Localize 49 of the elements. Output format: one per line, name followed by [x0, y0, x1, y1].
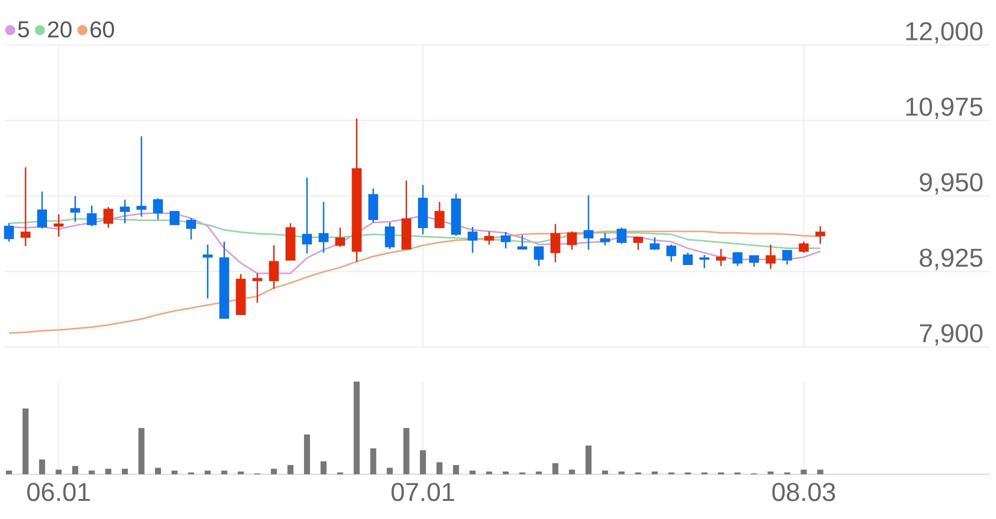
bar [270, 468, 277, 474]
legend-label: 20 [48, 21, 72, 38]
bar [552, 463, 558, 474]
bar [768, 472, 774, 474]
bar [568, 470, 575, 474]
bar [238, 472, 244, 474]
bar [502, 472, 509, 474]
bar [800, 470, 807, 474]
y-tick-label: 12,000 [906, 22, 982, 44]
bar [172, 470, 178, 474]
bar [420, 450, 426, 474]
bar [354, 382, 360, 474]
x-tick-label: 08.03 [772, 482, 835, 502]
bar [22, 408, 29, 474]
x-tick-label: 07.01 [392, 482, 454, 502]
bar [403, 428, 410, 474]
y-tick-label: 7,900 [920, 324, 982, 346]
legend-label: 60 [90, 21, 114, 38]
bar [436, 462, 442, 474]
bar [386, 468, 393, 474]
bar [602, 470, 608, 474]
bar [72, 466, 78, 474]
bar [486, 472, 492, 474]
bar [817, 470, 824, 474]
bar [304, 434, 310, 474]
bar [204, 470, 211, 474]
bar [370, 448, 376, 474]
bar [585, 446, 592, 474]
y-tick-label: 9,950 [920, 173, 982, 194]
bar [453, 465, 460, 474]
bar [122, 468, 128, 474]
bar [470, 470, 476, 474]
bar [320, 461, 327, 474]
bar [287, 465, 294, 474]
bar [618, 472, 625, 474]
bar [221, 470, 228, 474]
y-tick-label: 8,925 [920, 248, 982, 270]
bar [154, 468, 161, 474]
bar [39, 459, 46, 474]
y-tick-label: 10,975 [906, 98, 982, 119]
bar [6, 470, 12, 474]
bar [536, 472, 542, 474]
bar [138, 428, 144, 474]
bar [652, 472, 658, 474]
x-tick-label: 06.01 [27, 482, 90, 502]
bar [88, 470, 95, 474]
bar [56, 470, 62, 474]
legend-label: 5 [18, 21, 29, 38]
bar [105, 468, 112, 474]
